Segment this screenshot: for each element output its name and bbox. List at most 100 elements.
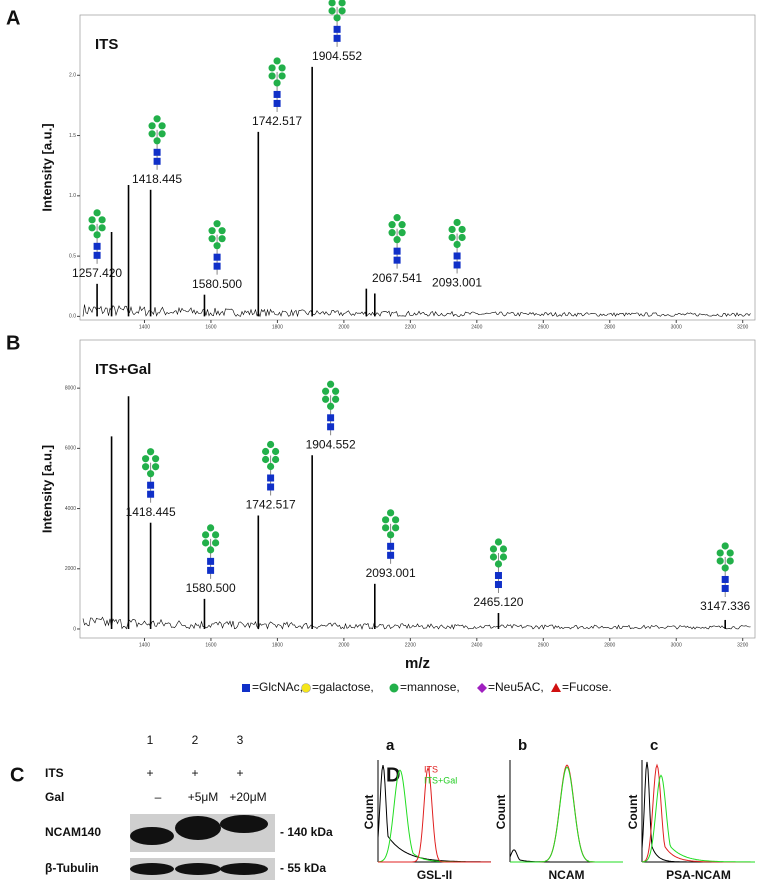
mannose <box>152 463 160 471</box>
peak-label: 1904.552 <box>312 49 362 63</box>
mannose <box>393 236 401 244</box>
mannose <box>208 235 216 243</box>
glcnac <box>333 25 341 33</box>
legend-label: =galactose, <box>312 680 374 694</box>
mannose <box>332 387 340 395</box>
x-tick-label: 2800 <box>604 642 615 648</box>
mannose <box>158 122 166 130</box>
panel-label: C <box>10 764 24 786</box>
x-tick-label: 2400 <box>471 324 482 330</box>
glcnac <box>153 148 161 156</box>
x-tick-label: 2200 <box>405 324 416 330</box>
mannose <box>333 14 341 22</box>
mannose <box>153 137 161 145</box>
x-tick-label: 2600 <box>538 642 549 648</box>
lane-number: 1 <box>147 733 154 747</box>
y-axis-label: Count <box>494 795 508 830</box>
treatment-cell: + <box>146 766 153 780</box>
mannose <box>387 509 395 517</box>
mannose <box>147 448 155 456</box>
mannose <box>489 553 498 561</box>
mannose <box>213 220 221 228</box>
subpanel-label: a <box>386 737 395 754</box>
mannose <box>148 130 156 138</box>
plot-frame <box>79 339 756 639</box>
mannose <box>328 0 336 7</box>
histogram-curve <box>642 774 755 863</box>
x-tick-label: 1400 <box>139 642 150 648</box>
lane-number: 2 <box>192 733 199 747</box>
glcnac <box>453 261 461 269</box>
legend-label: =Fucose. <box>562 680 612 694</box>
mannose <box>267 440 275 449</box>
mannose <box>202 531 210 539</box>
mannose <box>268 72 276 80</box>
mannose <box>88 224 96 232</box>
glcnac <box>93 251 101 259</box>
legend-symbol <box>389 683 399 693</box>
x-tick-label: 1600 <box>205 324 216 330</box>
mannose <box>88 216 96 224</box>
glcnac <box>273 90 281 98</box>
glcnac <box>93 242 101 250</box>
y-axis-label: Intensity [a.u.] <box>39 123 54 211</box>
blot-band <box>130 863 174 875</box>
y-tick-label: 6000 <box>65 446 76 452</box>
legend-label: ITS <box>424 764 438 774</box>
y-axis-label: Intensity [a.u.] <box>39 445 54 533</box>
glcnac <box>153 157 161 165</box>
mannose <box>262 447 270 456</box>
mannose <box>148 122 156 130</box>
legend-symbol <box>477 683 487 693</box>
peak-label: 1418.445 <box>132 172 182 186</box>
y-tick-label: 2.0 <box>69 73 76 79</box>
mannose <box>721 564 729 572</box>
y-tick-label: 1.5 <box>69 133 76 139</box>
x-tick-label: 2000 <box>338 642 349 648</box>
x-tick-label: 3000 <box>671 642 682 648</box>
baseline-noise <box>82 616 751 630</box>
glcnac <box>267 483 275 491</box>
band-label: β-Tubulin <box>45 861 99 875</box>
mannose <box>267 462 275 471</box>
mannose <box>332 395 340 403</box>
mannose <box>382 524 390 532</box>
glcnac <box>147 481 155 489</box>
mannose <box>273 79 281 87</box>
mannose <box>262 455 270 464</box>
treatment-cell: +5μM <box>188 790 219 804</box>
mannose <box>272 447 280 456</box>
glcnac <box>387 551 395 559</box>
mannose <box>212 531 220 539</box>
peak-label: 3147.336 <box>700 599 750 613</box>
mannose <box>273 57 281 65</box>
x-axis-label: NCAM <box>549 868 585 882</box>
x-tick-label: 1800 <box>272 642 283 648</box>
mannose <box>328 7 336 15</box>
peak-label: 2465.120 <box>473 595 523 609</box>
legend-label: =mannose, <box>400 680 460 694</box>
treatment-cell: + <box>191 766 198 780</box>
mannose <box>207 524 215 532</box>
peak-label: 1742.517 <box>246 498 296 512</box>
mannose <box>382 516 390 524</box>
mannose <box>499 553 508 561</box>
glcnac <box>267 474 275 482</box>
mannose <box>387 531 395 539</box>
y-tick-label: 1.0 <box>69 193 76 199</box>
mannose <box>147 470 155 478</box>
mannose <box>494 560 503 568</box>
histogram-curve <box>510 766 623 863</box>
blot-band <box>175 816 221 840</box>
peak-label: 2067.541 <box>372 271 422 285</box>
x-tick-label: 1800 <box>272 324 283 330</box>
mannose <box>327 380 335 388</box>
x-tick-label: 3200 <box>737 324 748 330</box>
panel-label: B <box>6 332 20 354</box>
spectrum-title: ITS <box>95 36 118 53</box>
mannose <box>93 209 101 217</box>
mannose <box>98 216 106 224</box>
band-marker: - 140 kDa <box>280 825 333 839</box>
glcnac <box>333 34 341 42</box>
